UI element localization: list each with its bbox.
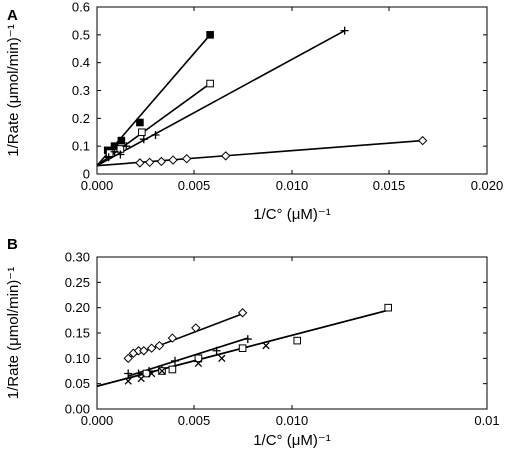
data-point-open-diamond xyxy=(135,158,145,168)
data-point-cross xyxy=(158,367,166,375)
data-point-plus xyxy=(171,356,179,365)
x-tick-label: 0.01 xyxy=(474,413,499,428)
y-tick-label: 0.25 xyxy=(65,275,90,290)
y-tick-label: 0.10 xyxy=(65,351,90,366)
y-tick-label: 0 xyxy=(83,167,90,182)
fit-line-plus xyxy=(96,29,346,167)
data-point-plus xyxy=(340,26,349,35)
data-point-filled-square xyxy=(206,31,214,39)
x-tick-label: 0.010 xyxy=(276,178,309,193)
data-point-plus xyxy=(122,142,131,151)
data-point-cross xyxy=(218,354,226,362)
data-point-plus xyxy=(151,131,160,140)
data-point-plus xyxy=(212,346,221,355)
y-tick-label: 0.30 xyxy=(65,250,90,265)
x-axis-title: 1/C° (μM)⁻¹ xyxy=(253,206,331,223)
y-tick-label: 0.3 xyxy=(72,83,90,98)
x-tick-label: 0.005 xyxy=(178,413,211,428)
data-point-plus xyxy=(104,153,113,162)
x-tick-label: 0.020 xyxy=(471,178,504,193)
y-tick-label: 0.05 xyxy=(65,376,90,391)
data-point-open-square xyxy=(168,365,177,374)
data-point-cross xyxy=(124,377,132,385)
data-point-filled-square xyxy=(117,136,126,145)
data-point-open-square xyxy=(206,79,214,88)
data-point-open-diamond xyxy=(167,333,178,343)
y-tick-label: 0.00 xyxy=(65,402,90,417)
x-tick-label: 0.010 xyxy=(276,413,309,428)
data-point-open-diamond xyxy=(139,346,149,356)
x-tick-label: 0.005 xyxy=(178,178,211,193)
data-point-plus xyxy=(124,369,133,378)
data-point-open-square xyxy=(138,128,146,137)
x-tick-label: 0.000 xyxy=(81,178,114,193)
panel-label: B xyxy=(7,236,18,253)
y-tick-label: 0.4 xyxy=(72,55,90,70)
data-point-open-diamond xyxy=(156,156,167,167)
panel-label: A xyxy=(7,7,18,24)
x-tick-label: 0.015 xyxy=(373,178,406,193)
data-point-plus xyxy=(243,335,252,344)
plot-frame xyxy=(96,6,488,175)
panel-b: B 0.000 0.005 0.010 0.01 0.00 0.05 0.10 0.15 0.20… xyxy=(5,236,500,449)
data-point-cross xyxy=(137,374,145,383)
y-tick-label: 0.20 xyxy=(65,300,90,315)
x-tick-label: 0.000 xyxy=(81,413,114,428)
data-point-open-square xyxy=(194,354,203,363)
plot-frame xyxy=(96,256,488,410)
data-point-open-diamond xyxy=(146,343,157,353)
data-point-open-diamond xyxy=(181,153,192,164)
y-tick-label: 0.5 xyxy=(72,27,90,42)
data-point-open-diamond xyxy=(168,155,178,165)
data-point-plus xyxy=(116,150,125,159)
x-axis-title: 1/C° (μM)⁻¹ xyxy=(253,432,331,449)
data-point-open-diamond xyxy=(417,135,428,146)
data-point-cross xyxy=(147,369,156,378)
y-axis-title: 1/Rate (μmol/min)⁻¹ xyxy=(5,24,22,156)
data-point-open-square xyxy=(238,344,247,352)
y-axis-title: 1/Rate (μmol/min)⁻¹ xyxy=(5,267,22,399)
y-tick-label: 0.1 xyxy=(72,139,90,154)
data-point-cross xyxy=(262,342,270,350)
data-point-open-square xyxy=(293,336,301,345)
y-tick-label: 0.6 xyxy=(72,0,90,15)
y-tick-label: 0.15 xyxy=(65,326,90,341)
data-point-open-square xyxy=(384,303,392,312)
data-point-open-diamond xyxy=(144,157,155,168)
data-point-open-square xyxy=(105,149,114,157)
data-point-open-square xyxy=(142,369,151,378)
data-point-cross xyxy=(194,359,203,368)
data-point-plus xyxy=(139,135,148,144)
data-point-plus xyxy=(110,147,119,156)
data-point-open-diamond xyxy=(123,353,133,364)
data-point-open-diamond xyxy=(237,308,248,318)
y-tick-label: 0.2 xyxy=(72,111,90,126)
data-point-open-diamond xyxy=(191,323,201,333)
data-point-open-diamond xyxy=(220,151,231,161)
data-point-open-diamond xyxy=(154,340,165,351)
panel-a: A 0.000 0.005 0.010 0.015 0.020 0 0.1 0.2 0.3 0.4 0… xyxy=(5,0,503,223)
data-point-filled-square xyxy=(136,118,144,127)
